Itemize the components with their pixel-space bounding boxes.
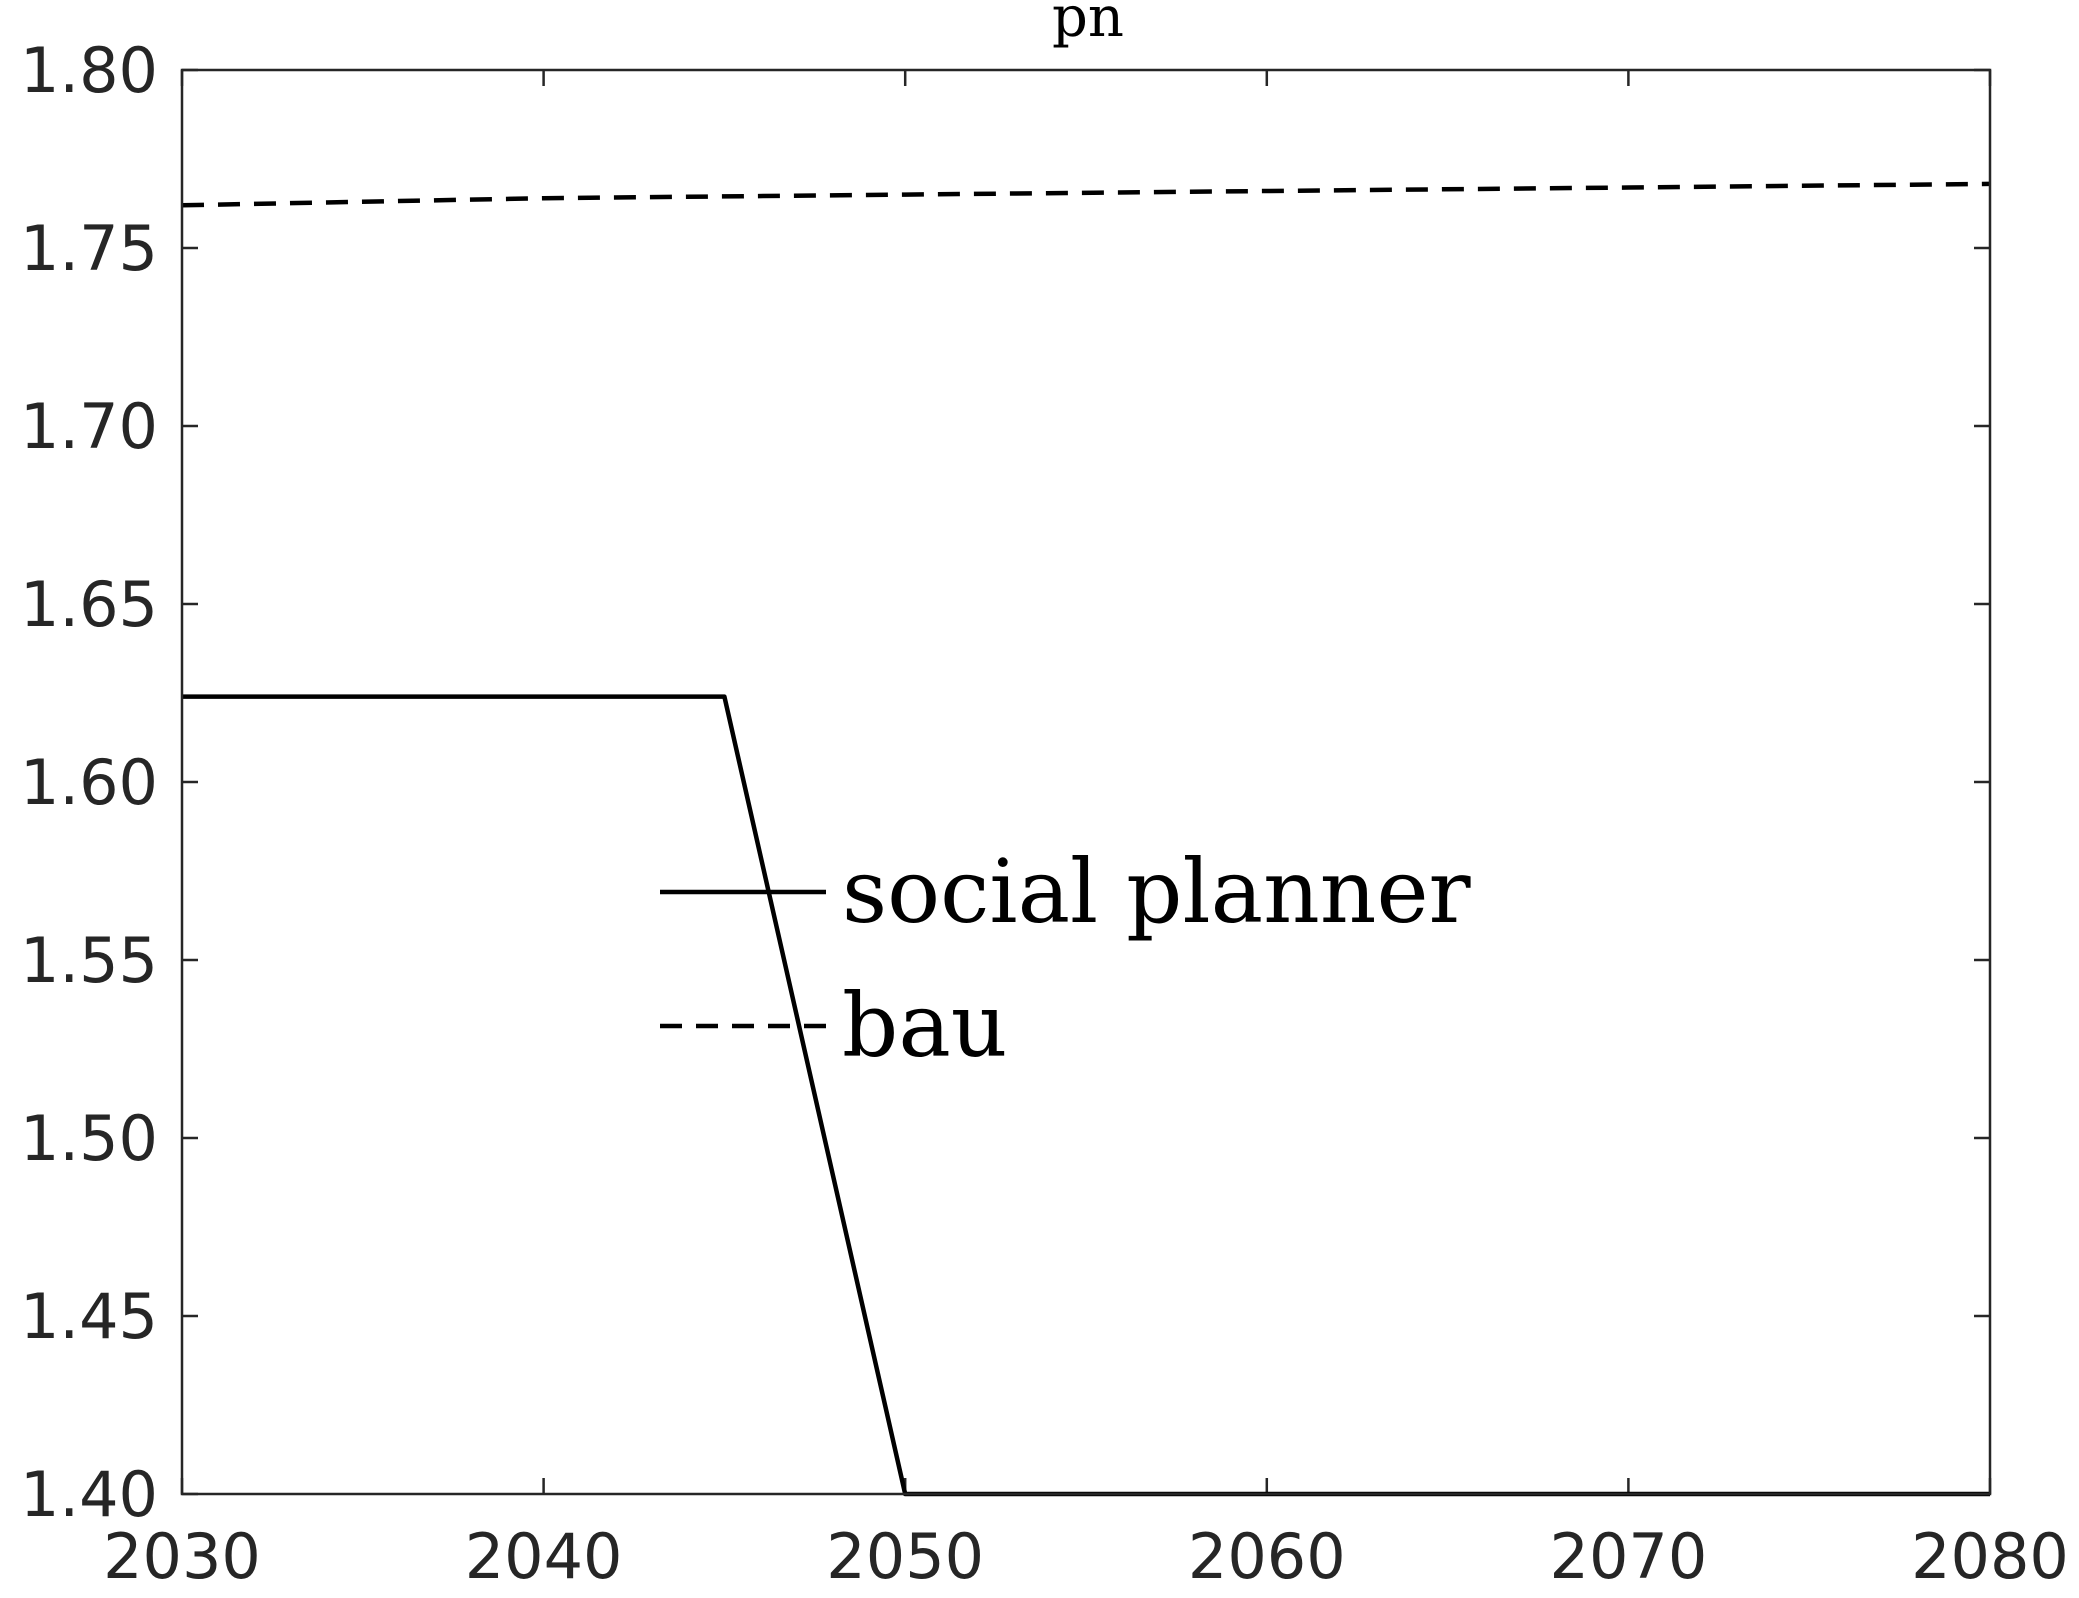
x-tick-label: 2080: [1911, 1520, 2069, 1593]
ticks-layer: 2030 2040 2050 2060 2070 2080 1.40 1.45 1.50 1.55…: [20, 34, 2069, 1593]
plot-frame: [180, 68, 1992, 1496]
y-tick-label: 1.60: [20, 746, 158, 819]
y-tick-label: 1.40: [20, 1458, 158, 1531]
chart-title: pn: [1052, 0, 1124, 50]
x-tick-label: 2030: [103, 1520, 261, 1593]
x-tick-label: 2070: [1550, 1520, 1708, 1593]
x-tick-label: 2040: [465, 1520, 623, 1593]
y-tick-label: 1.70: [20, 390, 158, 463]
y-tick-label: 1.80: [20, 34, 158, 107]
y-tick-label: 1.55: [20, 924, 158, 997]
y-tick-label: 1.75: [20, 212, 158, 285]
legend-label: bau: [842, 974, 1007, 1077]
series-line-social-planner: [182, 694, 1990, 1497]
legend-label: social planner: [842, 840, 1472, 943]
legend: social planner bau: [660, 840, 1472, 1077]
x-tick-label: 2060: [1188, 1520, 1346, 1593]
y-tick-label: 1.50: [20, 1102, 158, 1175]
series-line-bau: [181, 181, 1991, 208]
series-layer: [181, 181, 1991, 1497]
y-tick-label: 1.45: [20, 1280, 158, 1353]
y-tick-label: 1.65: [20, 568, 158, 641]
x-tick-label: 2050: [826, 1520, 984, 1593]
